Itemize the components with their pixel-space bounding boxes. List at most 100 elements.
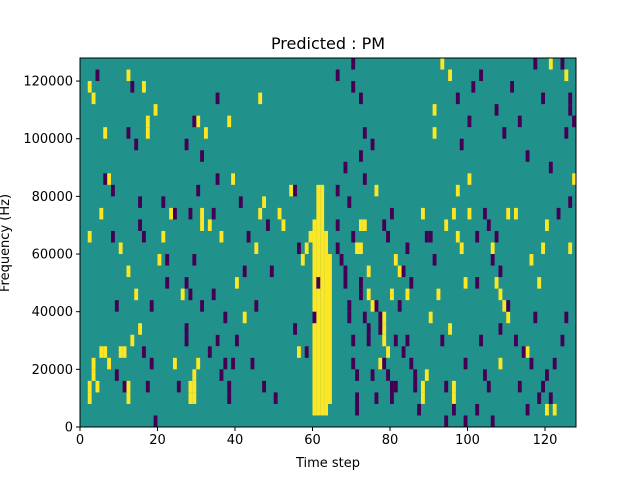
heatmap-cell-high [145,115,150,128]
heatmap-cell-high [103,346,108,358]
heatmap-cell-low [401,346,406,358]
heatmap-cell-high [374,184,379,197]
heatmap-cell-high [386,346,390,358]
heatmap-cell-high [382,311,387,324]
heatmap-cell-low [475,230,480,243]
heatmap-cell-low [211,207,216,220]
heatmap-cell-low [386,369,390,381]
heatmap-cell-low [347,300,352,312]
heatmap-cell-low [390,392,394,404]
heatmap-cell-high [378,357,383,370]
heatmap-cell-low [444,380,449,393]
heatmap-cell-high [87,380,92,393]
heatmap-cell-high [448,69,452,82]
heatmap-cell-low [134,138,139,151]
heatmap-cell-low [122,380,127,393]
heatmap-cell-low [231,357,235,370]
heatmap-cell-low [269,265,274,278]
heatmap-cell-low [242,265,247,278]
plot-area [79,57,577,428]
heatmap-cell-low [297,242,301,255]
heatmap-cell-low [343,161,348,174]
heatmap-cell-high [254,242,259,255]
heatmap-cell-high [304,242,309,255]
heatmap-cell-high [498,288,503,301]
heatmap-cell-high [91,92,96,105]
heatmap-cell-high [153,104,158,116]
heatmap-cell-low [397,300,402,312]
heatmap-cell-high [173,357,177,370]
heatmap-cell-high [421,380,425,393]
heatmap-cell-high [126,69,131,82]
heatmap-cell-low [262,380,266,393]
heatmap-cell-high [362,219,367,231]
heatmap-cell-low [347,196,352,208]
heatmap-cell-low [207,346,212,358]
heatmap-cell-low [235,334,239,347]
heatmap-cell-low [537,392,542,404]
heatmap-cell-high [308,230,313,243]
heatmap-cell-high [421,392,425,404]
heatmap-cell-low [359,288,363,301]
heatmap-cell-low [335,219,340,231]
heatmap-cell-low [359,277,363,289]
heatmap-cell-high [568,242,573,255]
heatmap-cell-low [514,334,518,347]
heatmap-cell-low [111,184,115,197]
heatmap-band [324,230,328,416]
heatmap-cell-low [142,230,146,243]
heatmap-cell-high [440,58,445,70]
heatmap-cell-low [479,69,483,82]
heatmap-cell-high [204,127,208,139]
heatmap-cell-high [95,380,100,393]
heatmap-cell-low [126,127,131,139]
heatmap-cell-high [541,242,545,255]
heatmap-cell-high [390,288,394,301]
heatmap-cell-low [552,357,557,370]
heatmap-cell-low [293,184,297,197]
heatmap-cell-low [463,357,468,370]
heatmap-cell-high [432,127,437,139]
heatmap-cell-high [134,288,139,301]
heatmap-cell-low [471,81,476,93]
heatmap-cell-low [145,380,150,393]
heatmap-cell-low [238,196,243,208]
heatmap-cell-low [165,277,170,289]
heatmap-cell-low [188,207,193,220]
y-tick-label: 80000 [32,190,73,205]
heatmap-cell-low [165,254,170,266]
heatmap-cell-high [196,357,201,370]
heatmap-cell-high [366,288,371,301]
heatmap-cell-low [200,150,204,162]
heatmap-cell-high [545,403,549,416]
heatmap-cell-low [219,369,224,381]
heatmap-cell-low [347,311,352,324]
heatmap-cell-low [316,277,321,289]
heatmap-cell-low [95,69,100,82]
plot-frame [79,57,577,428]
heatmap-cell-low [370,369,375,381]
heatmap-cell-low [498,323,503,335]
x-tick-label: 40 [227,433,244,448]
heatmap-cell-high [242,311,247,324]
heatmap-cell-low [483,207,487,220]
heatmap-cell-low [273,392,278,404]
heatmap-cell-low [250,357,255,370]
heatmap-cell-low [440,334,445,347]
heatmap-cell-high [397,265,402,278]
heatmap-cell-high [219,230,224,243]
heatmap-cell-low [417,403,421,416]
heatmap-cell-low [366,334,371,347]
heatmap-cell-low [490,254,495,266]
heatmap-cell-low [176,380,181,393]
heatmap-cell-high [382,323,387,335]
heatmap-cell-low [502,127,507,139]
heatmap-cell-low [335,184,340,197]
heatmap-cell-low [390,380,394,393]
heatmap-cell-high [297,346,301,358]
heatmap-cell-low [424,230,429,243]
heatmap-cell-high [118,242,123,255]
heatmap-cell-high [432,104,437,116]
heatmap-cell-low [359,150,363,162]
